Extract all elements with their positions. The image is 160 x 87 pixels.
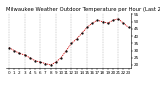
Text: Milwaukee Weather Outdoor Temperature per Hour (Last 24 Hours): Milwaukee Weather Outdoor Temperature pe… (6, 7, 160, 12)
